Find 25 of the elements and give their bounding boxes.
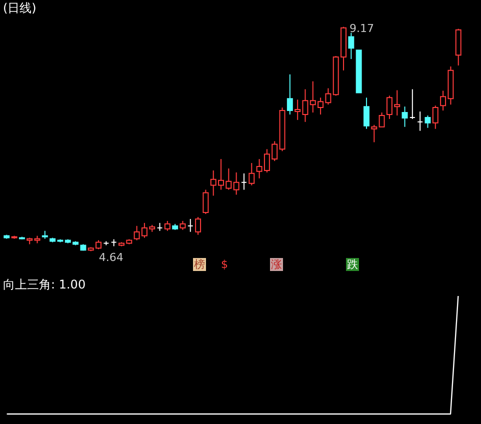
chart-title: 向上三角: 1.00 xyxy=(3,277,86,292)
chart-title: (日线) xyxy=(3,1,36,15)
candlestick xyxy=(195,216,202,236)
candlestick xyxy=(202,189,209,215)
candlestick xyxy=(164,220,170,232)
annotation: 9.17 xyxy=(350,22,374,35)
candlestick xyxy=(364,97,370,130)
candlestick xyxy=(286,74,293,115)
candlestick xyxy=(378,112,385,128)
text: $ xyxy=(220,258,229,271)
candlestick xyxy=(233,172,240,196)
text: 跌 xyxy=(346,258,359,271)
candlestick xyxy=(187,218,194,232)
candlestick xyxy=(348,32,354,60)
candlestick xyxy=(424,114,431,128)
annotation: 4.64 xyxy=(98,251,124,264)
candlestick xyxy=(432,105,438,130)
candlestick xyxy=(240,172,247,190)
candlestick xyxy=(417,111,424,132)
candlestick xyxy=(248,162,255,186)
candlestick xyxy=(371,124,378,143)
candlestick xyxy=(409,88,416,120)
text: 榜 xyxy=(193,258,206,271)
candlestick xyxy=(402,106,408,128)
text: 涨 xyxy=(270,258,283,271)
